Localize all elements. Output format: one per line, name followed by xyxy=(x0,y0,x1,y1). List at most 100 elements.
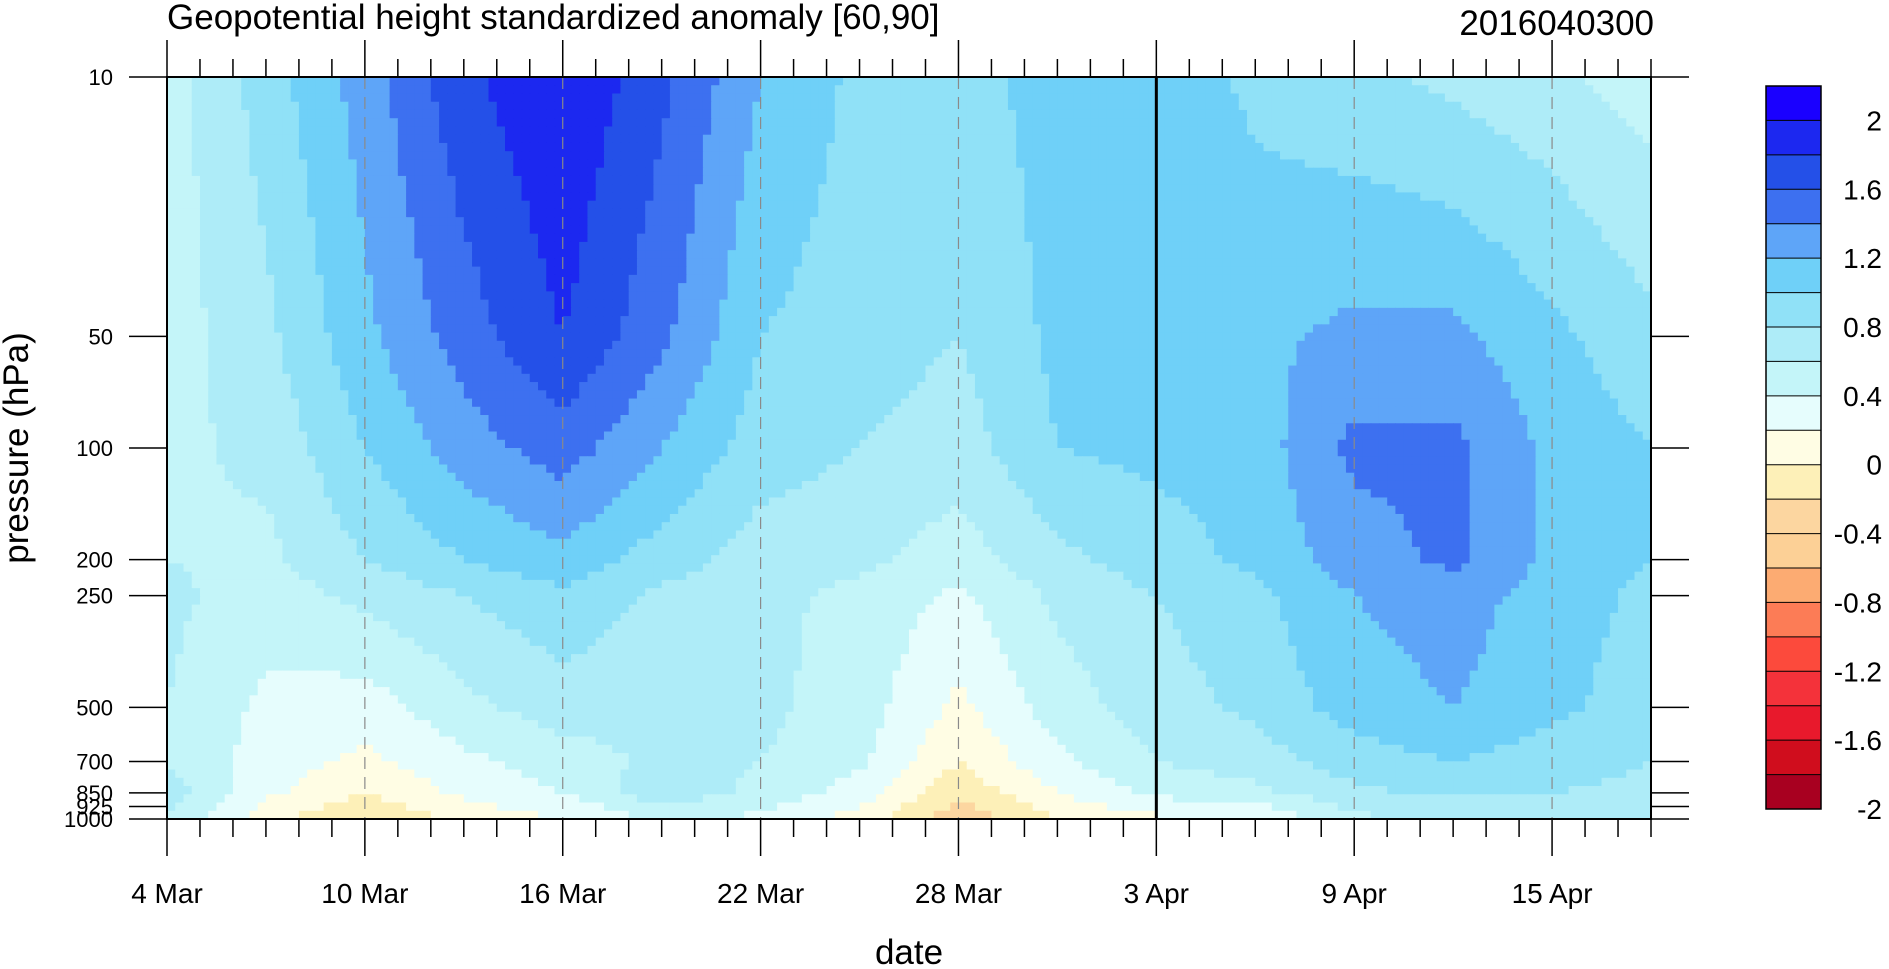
field-cell xyxy=(1378,192,1388,202)
field-cell xyxy=(1618,208,1627,218)
field-cell xyxy=(199,200,209,210)
field-cell xyxy=(414,192,424,202)
field-cell xyxy=(991,233,1001,243)
field-cell xyxy=(1280,151,1289,161)
field-cell xyxy=(1552,291,1561,301)
field-cell xyxy=(933,299,943,309)
field-cell xyxy=(1280,283,1289,292)
field-cell xyxy=(810,167,819,177)
field-cell xyxy=(513,258,523,268)
field-cell xyxy=(554,225,564,235)
field-cell xyxy=(1510,283,1520,292)
field-cell xyxy=(1403,85,1413,95)
field-cell xyxy=(595,93,605,103)
field-cell xyxy=(1552,159,1561,169)
field-cell xyxy=(546,283,556,292)
field-cell xyxy=(727,217,737,226)
field-cell xyxy=(570,184,580,194)
field-cell xyxy=(307,118,316,128)
field-cell xyxy=(496,184,506,194)
field-cell xyxy=(1205,241,1215,251)
field-cell xyxy=(463,250,473,259)
field-cell xyxy=(1296,283,1306,292)
field-cell xyxy=(785,274,795,284)
field-cell xyxy=(1609,151,1619,161)
field-cell xyxy=(1247,118,1256,128)
field-cell xyxy=(974,274,984,284)
field-cell xyxy=(1411,266,1421,276)
field-cell xyxy=(661,291,671,301)
field-cell xyxy=(1304,283,1314,292)
field-cell xyxy=(1420,109,1429,119)
field-cell xyxy=(801,142,811,152)
field-cell xyxy=(323,250,333,259)
field-cell xyxy=(702,85,712,95)
field-cell xyxy=(265,134,275,144)
field-cell xyxy=(917,208,927,218)
field-cell xyxy=(1469,250,1479,259)
field-cell xyxy=(447,118,457,128)
field-cell xyxy=(1106,126,1116,136)
field-cell xyxy=(702,291,712,301)
field-cell xyxy=(447,283,457,292)
field-cell xyxy=(1016,175,1026,185)
field-cell xyxy=(612,266,622,276)
field-cell xyxy=(941,233,951,243)
field-cell xyxy=(1040,192,1050,202)
field-cell xyxy=(323,258,333,268)
field-cell xyxy=(562,258,572,268)
field-cell xyxy=(884,142,894,152)
field-cell xyxy=(884,118,894,128)
field-cell xyxy=(636,225,646,235)
field-cell xyxy=(1461,101,1471,111)
field-cell xyxy=(669,192,679,202)
field-cell xyxy=(587,208,597,218)
field-cell xyxy=(628,134,638,144)
field-cell xyxy=(1453,77,1462,86)
field-cell xyxy=(1395,233,1405,243)
field-cell xyxy=(1601,167,1611,177)
field-cell xyxy=(1486,77,1495,86)
field-cell xyxy=(1263,159,1273,169)
field-cell xyxy=(265,167,275,177)
field-cell xyxy=(1527,126,1537,136)
field-cell xyxy=(1510,109,1520,119)
field-cell xyxy=(538,258,547,268)
field-cell xyxy=(1238,291,1248,301)
field-cell xyxy=(587,258,597,268)
field-cell xyxy=(480,126,490,136)
field-cell xyxy=(546,225,556,235)
field-cell xyxy=(1618,142,1627,152)
field-cell xyxy=(669,233,679,243)
field-cell xyxy=(265,175,275,185)
field-cell xyxy=(694,200,704,210)
field-cell xyxy=(1296,184,1306,194)
field-cell xyxy=(331,225,341,235)
field-cell xyxy=(381,299,391,309)
field-cell xyxy=(867,85,877,95)
field-cell xyxy=(323,274,333,284)
field-cell xyxy=(414,274,424,284)
field-cell xyxy=(933,101,943,111)
field-cell xyxy=(917,118,927,128)
field-cell xyxy=(909,151,918,161)
field-cell xyxy=(1560,126,1570,136)
field-cell xyxy=(933,266,943,276)
field-cell xyxy=(1082,217,1091,226)
field-cell xyxy=(1387,85,1397,95)
field-cell xyxy=(579,192,589,202)
field-cell xyxy=(414,291,424,301)
field-cell xyxy=(249,184,259,194)
field-cell xyxy=(298,250,308,259)
field-cell xyxy=(439,192,448,202)
field-cell xyxy=(455,291,465,301)
field-cell xyxy=(1065,208,1075,218)
field-cell xyxy=(851,126,861,136)
field-cell xyxy=(496,274,506,284)
field-cell xyxy=(636,266,646,276)
field-cell xyxy=(1634,126,1644,136)
field-cell xyxy=(1568,109,1578,119)
field-cell xyxy=(1354,109,1364,119)
field-cell xyxy=(505,118,514,128)
field-cell xyxy=(587,85,597,95)
